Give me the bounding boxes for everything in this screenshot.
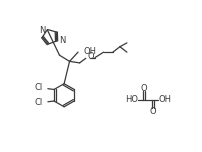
Text: OH: OH — [158, 95, 171, 104]
Text: O: O — [149, 107, 156, 116]
Text: Cl: Cl — [34, 98, 42, 107]
Text: HO: HO — [124, 95, 137, 104]
Text: OH: OH — [83, 47, 96, 56]
Text: O: O — [140, 84, 146, 93]
Text: Cl: Cl — [34, 83, 42, 92]
Text: N: N — [59, 36, 65, 45]
Text: O: O — [87, 52, 94, 61]
Text: N: N — [39, 26, 45, 35]
